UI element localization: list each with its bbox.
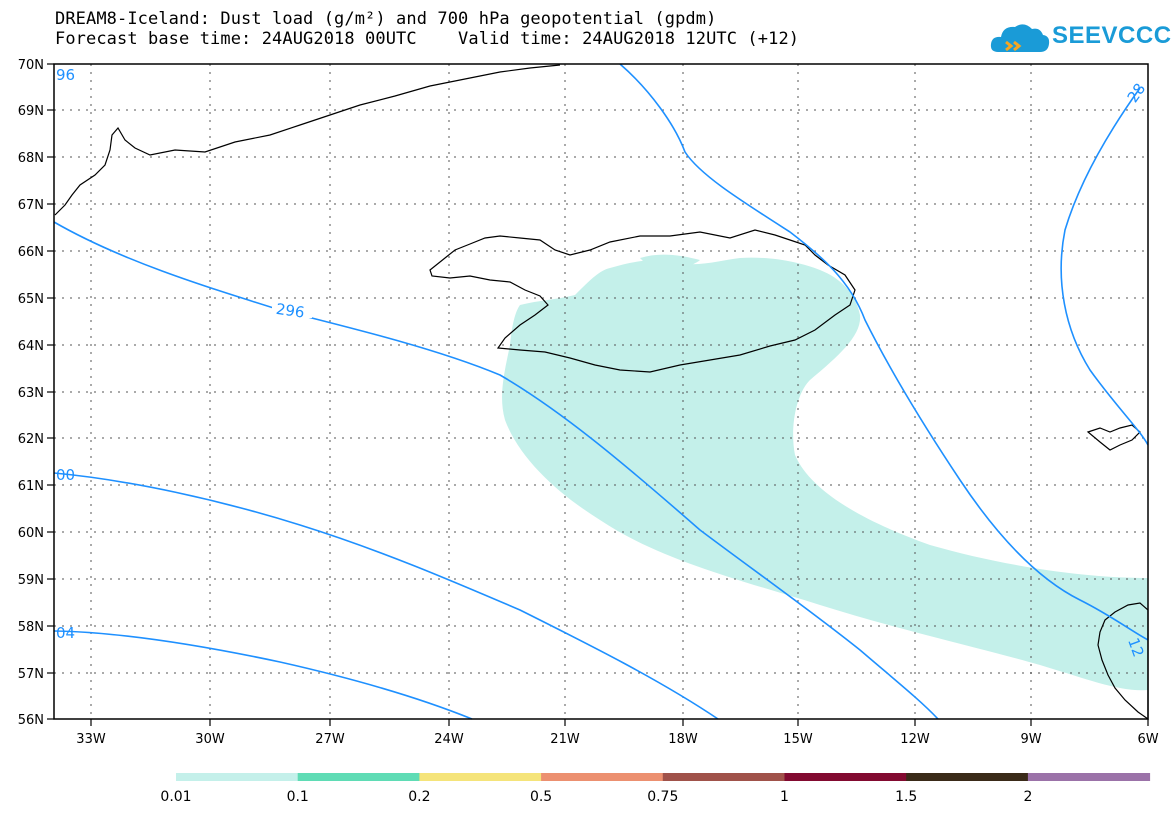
lon-label: 6W [1137, 732, 1158, 747]
colorbar-segment [784, 773, 907, 781]
colorbar-label: 1 [780, 789, 789, 805]
lat-label: 65N [18, 292, 44, 307]
logo-text: SEEVCCC [1052, 22, 1172, 49]
lon-label: 18W [668, 732, 698, 747]
iceland-coast [429, 229, 856, 373]
geopotential-contours [53, 63, 1149, 720]
dust-plume [502, 257, 1149, 691]
colorbar-label: 1.5 [895, 789, 917, 805]
lat-label: 64N [18, 339, 44, 354]
scotland-coast [1097, 602, 1149, 721]
lon-label: 15W [783, 732, 813, 747]
map-title: DREAM8-Iceland: Dust load (g/m²) and 700… [55, 9, 799, 49]
colorbar-segment [906, 773, 1029, 781]
colorbar: 0.01 0.1 0.2 0.5 0.75 1 1.5 2 [160, 773, 1151, 805]
lat-label: 69N [18, 104, 44, 119]
contour-label-296: 296 [275, 300, 306, 322]
lat-label: 58N [18, 620, 44, 635]
axis-ticks [47, 63, 1149, 726]
lon-label: 27W [315, 732, 345, 747]
colorbar-label: 0.2 [408, 789, 430, 805]
contour-304 [53, 630, 473, 720]
lat-label: 62N [18, 432, 44, 447]
contour-label-12: 12 [1124, 635, 1147, 659]
lon-label: 9W [1020, 732, 1041, 747]
colorbar-segment [297, 773, 420, 781]
cloud-logo-icon [990, 24, 1050, 52]
colorbar-label: 0.01 [160, 789, 191, 805]
colorbar-label: 0.1 [287, 789, 309, 805]
colorbar-segment [419, 773, 542, 781]
greenland-coast [54, 64, 561, 216]
lat-label: 57N [18, 667, 44, 682]
contour-label-96: 96 [56, 66, 75, 84]
colorbar-label: 0.75 [647, 789, 678, 805]
lat-label: 63N [18, 386, 44, 401]
title-line-1: DREAM8-Iceland: Dust load (g/m²) and 700… [55, 9, 717, 29]
contour-label-00: 00 [56, 466, 75, 484]
lon-label: 33W [76, 732, 106, 747]
colorbar-segment [176, 773, 299, 781]
longitude-labels: 33W 30W 27W 24W 21W 18W 15W 12W 9W 6W [76, 732, 1158, 747]
contour-28 [1060, 87, 1149, 446]
graticule [54, 64, 1148, 719]
contour-296 [53, 221, 939, 720]
lon-label: 30W [195, 732, 225, 747]
dust-patch-north [640, 254, 700, 270]
lat-label: 67N [18, 198, 44, 213]
contour-label-04: 04 [56, 624, 75, 642]
colorbar-label: 2 [1023, 789, 1032, 805]
lat-label: 59N [18, 573, 44, 588]
lat-label: 56N [18, 713, 44, 728]
lat-label: 66N [18, 245, 44, 260]
lat-label: 60N [18, 526, 44, 541]
latitude-labels: 70N 69N 68N 67N 66N 65N 64N 63N 62N 61N … [18, 58, 44, 728]
colorbar-segment [662, 773, 785, 781]
lon-label: 21W [550, 732, 580, 747]
colorbar-label: 0.5 [530, 789, 552, 805]
lon-label: 12W [900, 732, 930, 747]
lon-label: 24W [434, 732, 464, 747]
colorbar-segment [541, 773, 664, 781]
contour-300 [53, 472, 719, 720]
contour-top-right [619, 63, 1149, 641]
lat-label: 70N [18, 58, 44, 73]
lat-label: 68N [18, 151, 44, 166]
colorbar-segment [1027, 773, 1151, 781]
coastlines [54, 64, 1149, 721]
contour-label-28: 28 [1124, 80, 1150, 106]
lat-label: 61N [18, 479, 44, 494]
title-line-2: Forecast base time: 24AUG2018 00UTC Vali… [55, 29, 800, 49]
